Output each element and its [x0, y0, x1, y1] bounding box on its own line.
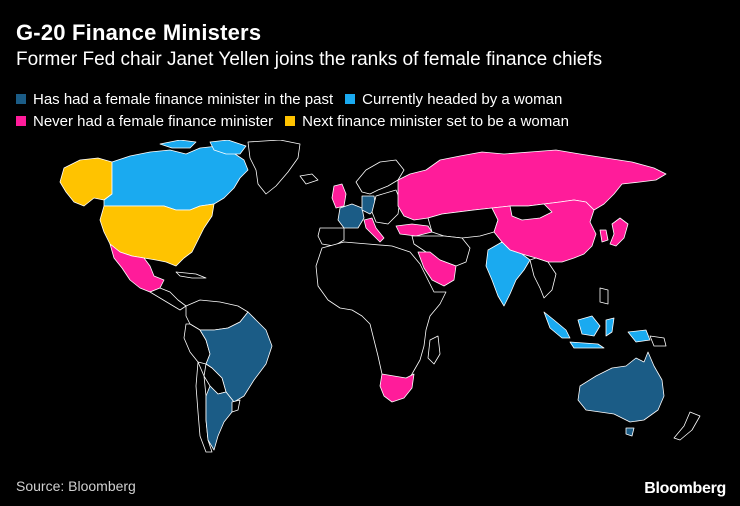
country-greenland: [247, 140, 301, 195]
country-mongolia: [509, 203, 553, 221]
legend-label-never: Never had a female finance minister: [33, 112, 274, 130]
bloomberg-logo: Bloomberg: [644, 480, 726, 497]
chart-title: G-20 Finance Ministers: [16, 20, 262, 45]
country-indonesia-papua: [627, 329, 651, 343]
country-argentina: [205, 385, 235, 451]
legend-swatch-next: [285, 116, 296, 126]
legend-item-current: Currently headed by a woman: [345, 91, 562, 108]
country-scandinavia: [355, 159, 405, 195]
country-tasmania: [625, 427, 635, 437]
legend-row-1: Has had a female finance minister in the…: [16, 88, 716, 110]
country-australia: [577, 351, 665, 423]
country-south-korea: [599, 229, 609, 243]
country-philippines: [599, 287, 609, 305]
legend-label-next: Next finance minister set to be a woman: [302, 112, 569, 130]
country-indonesia-sulawesi: [605, 317, 615, 337]
legend-swatch-never: [16, 116, 26, 126]
country-uruguay: [231, 399, 241, 413]
legend-swatch-current: [345, 94, 356, 104]
legend: Has had a female finance minister in the…: [16, 88, 716, 132]
country-mexico: [109, 243, 165, 293]
country-central-america: [149, 287, 187, 311]
country-saudi-arabia: [417, 251, 457, 287]
country-eastern-europe: [371, 189, 401, 225]
country-canada-arctic: [159, 140, 197, 149]
country-madagascar: [427, 335, 441, 365]
chart-subtitle: Former Fed chair Janet Yellen joins the …: [16, 49, 603, 70]
country-iceland: [299, 173, 319, 185]
country-france: [337, 203, 365, 229]
country-indonesia-sumatra: [543, 311, 571, 339]
country-middle-east: [411, 235, 471, 267]
country-uk: [331, 183, 347, 209]
source-note: Source: Bloomberg: [16, 478, 136, 494]
legend-item-never: Never had a female finance minister: [16, 113, 273, 130]
legend-item-past: Has had a female finance minister in the…: [16, 91, 333, 108]
legend-item-next: Next finance minister set to be a woman: [285, 113, 569, 130]
legend-row-2: Never had a female finance minister Next…: [16, 110, 716, 132]
legend-swatch-past: [16, 94, 26, 104]
country-canada-baffin: [209, 140, 247, 155]
country-brazil: [199, 311, 273, 403]
country-cuba: [175, 271, 207, 279]
country-papua-new-guinea: [649, 335, 667, 347]
country-southeast-asia: [529, 257, 557, 299]
region-africa: [315, 241, 447, 391]
country-japan: [609, 217, 629, 247]
country-canada: [103, 145, 249, 211]
country-new-zealand: [673, 411, 701, 441]
legend-label-current: Currently headed by a woman: [362, 90, 563, 108]
country-alaska: [59, 157, 113, 207]
country-india: [485, 241, 531, 307]
country-chile: [195, 361, 213, 453]
country-turkey: [395, 223, 433, 237]
country-indonesia-java: [569, 341, 605, 349]
legend-label-past: Has had a female finance minister in the…: [33, 90, 334, 108]
country-italy: [363, 217, 385, 243]
country-indonesia-borneo: [577, 315, 601, 337]
country-south-africa: [379, 373, 415, 403]
world-map: [59, 140, 701, 453]
